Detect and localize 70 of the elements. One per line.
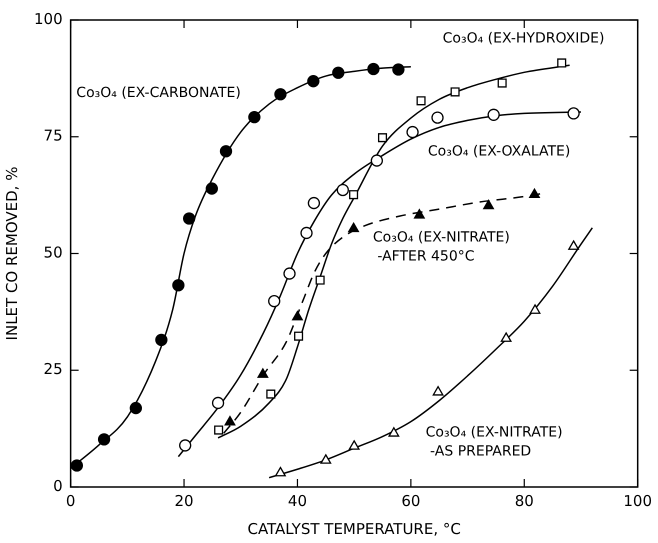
point [275, 466, 286, 476]
point [367, 62, 380, 76]
point [248, 110, 261, 124]
x-axis-title: CATALYST TEMPERATURE, °C [247, 520, 461, 538]
point [483, 200, 494, 210]
point [70, 459, 84, 472]
point [316, 276, 325, 285]
point [155, 334, 168, 346]
line-series [268, 227, 594, 478]
point [214, 425, 224, 435]
point [450, 87, 460, 96]
point [348, 222, 360, 232]
point [336, 184, 349, 196]
y-tick-label: 100 [34, 10, 63, 28]
point [392, 63, 405, 76]
point [274, 88, 287, 100]
point [529, 188, 540, 198]
point [206, 182, 218, 195]
point [283, 267, 296, 280]
point [500, 332, 512, 342]
point [212, 396, 224, 410]
point [292, 310, 303, 320]
point [332, 66, 344, 79]
x-tick-label: 40 [288, 492, 307, 510]
point [557, 58, 566, 68]
point [530, 304, 540, 314]
x-tick-label: 80 [514, 492, 534, 510]
point [568, 240, 580, 250]
point [294, 332, 304, 341]
point [348, 440, 360, 450]
series-label: Co₃O₄ (EX-OXALATE) [428, 143, 570, 160]
point [488, 108, 500, 121]
point [416, 96, 426, 106]
point [266, 390, 276, 399]
point [98, 433, 110, 446]
point [220, 145, 232, 158]
y-tick-label: 50 [44, 243, 63, 262]
point [432, 386, 444, 396]
point [349, 190, 358, 200]
point [406, 126, 419, 138]
point [567, 107, 580, 120]
series-label: Co₃O₄ (EX-CARBONATE) [76, 85, 241, 102]
y-axis-title: INLET CO REMOVED, % [2, 166, 21, 340]
point [307, 75, 320, 88]
point [308, 196, 320, 210]
point [224, 416, 236, 426]
point [378, 133, 388, 142]
point [498, 78, 507, 88]
point [414, 209, 425, 219]
point [431, 111, 444, 124]
y-tick-label: 0 [53, 476, 63, 495]
point [300, 226, 313, 240]
legend-label: Co₃O₄ (EX-HYDROXIDE) [442, 30, 604, 46]
point [257, 368, 268, 378]
point [268, 294, 280, 308]
x-tick-label: 0 [66, 492, 76, 510]
x-tick-label: 20 [174, 492, 194, 510]
series-label: Co₃O₄ (EX-NITRATE) -AS PREPARED [426, 424, 563, 460]
y-tick-label: 25 [44, 360, 63, 378]
point [370, 154, 383, 167]
point [320, 454, 332, 464]
point [130, 402, 142, 414]
x-tick-label: 100 [623, 492, 652, 510]
point [182, 212, 196, 225]
y-tick-label: 75 [44, 126, 63, 145]
series-label: Co₃O₄ (EX-NITRATE) -AFTER 450°C [372, 229, 510, 264]
x-tick-label: 60 [401, 492, 420, 510]
point [172, 279, 185, 292]
point [179, 439, 192, 452]
point [388, 427, 400, 437]
